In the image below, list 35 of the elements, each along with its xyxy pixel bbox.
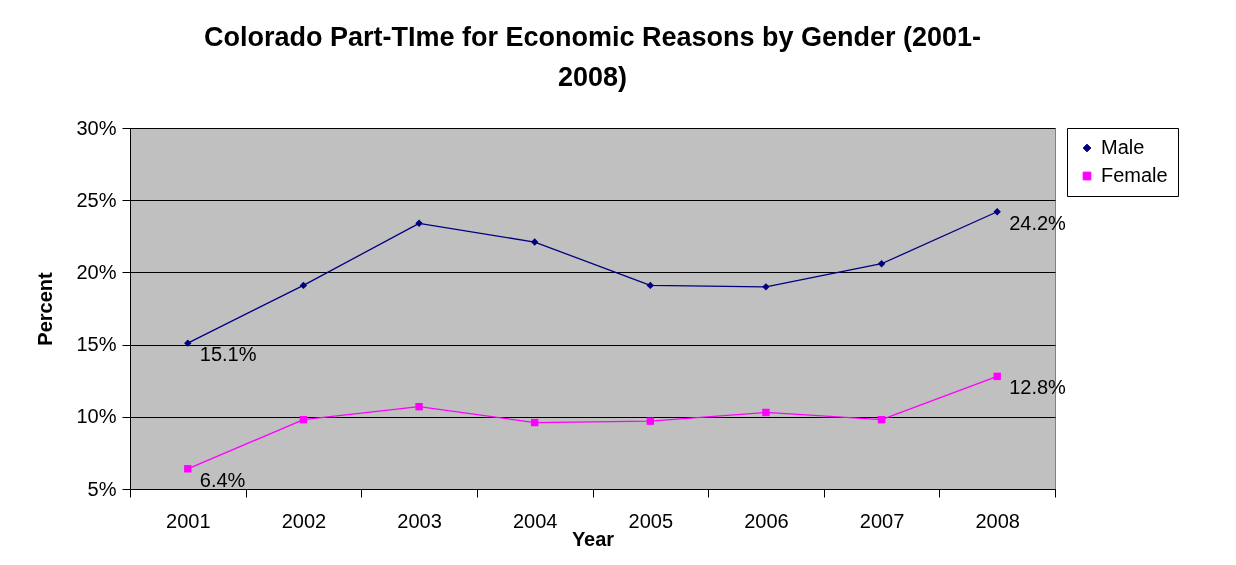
legend-label: Female [1101, 164, 1168, 186]
point [993, 372, 1001, 381]
x-tick-label: 2007 [859, 509, 905, 532]
legend-label: Male [1101, 136, 1145, 158]
y-tick-label: 30% [76, 116, 117, 139]
x-tick-label: 2006 [744, 509, 789, 532]
data-label: 6.4% [199, 468, 246, 491]
y-tick-label: 20% [76, 260, 117, 283]
point [415, 219, 423, 228]
point [993, 208, 1001, 216]
point [762, 408, 770, 417]
x-tick-label: 2008 [975, 509, 1020, 532]
x-tick-label: 2003 [397, 509, 442, 532]
data-label: 12.8% [1009, 376, 1067, 399]
x-tick-label: 2004 [512, 509, 558, 532]
y-tick-label: 5% [87, 477, 117, 500]
point [184, 339, 192, 347]
data-label: 24.2% [1009, 211, 1067, 234]
data-label: 15.1% [199, 343, 257, 366]
point [184, 465, 192, 473]
point [877, 260, 886, 268]
y-tick-label: 10% [76, 405, 117, 428]
chart-title: Colorado Part-TIme for Economic Reasons by Gender (2001-2008) [203, 22, 982, 92]
x-tick-label: 2002 [281, 509, 327, 532]
point [646, 417, 655, 425]
y-tick-label: 25% [76, 188, 117, 211]
x-axis-title: Year [571, 527, 615, 550]
point [299, 281, 308, 290]
y-axis-title: Percent [34, 271, 57, 346]
x-tick-label: 2005 [628, 509, 674, 532]
point [646, 281, 655, 290]
y-tick-label: 15% [76, 333, 117, 356]
point [530, 238, 539, 246]
point [415, 402, 423, 411]
x-tick-label: 2001 [166, 509, 211, 532]
